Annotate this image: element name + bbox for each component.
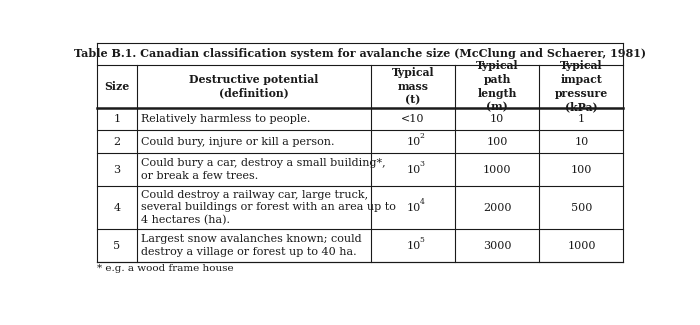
Text: <10: <10 [401,114,425,124]
Text: 3000: 3000 [483,240,512,251]
Text: Could bury a car, destroy a small building*,
or break a few trees.: Could bury a car, destroy a small buildi… [141,158,386,181]
Text: Could bury, injure or kill a person.: Could bury, injure or kill a person. [141,137,335,147]
Text: 1000: 1000 [567,240,596,251]
Text: 3: 3 [419,160,424,168]
Text: 100: 100 [570,164,592,175]
Text: 1000: 1000 [483,164,512,175]
Text: 4: 4 [419,198,424,206]
Text: 10: 10 [490,114,504,124]
Text: 5: 5 [419,236,424,244]
Text: 2: 2 [419,132,424,140]
Text: Largest snow avalanches known; could
destroy a village or forest up to 40 ha.: Largest snow avalanches known; could des… [141,234,362,257]
Text: 10: 10 [407,202,421,213]
Text: 3: 3 [113,164,120,175]
Text: 1: 1 [578,114,585,124]
Text: 2: 2 [113,137,120,147]
Text: 100: 100 [486,137,508,147]
Text: Could destroy a railway car, large truck,
several buildings or forest with an ar: Could destroy a railway car, large truck… [141,189,396,226]
Text: 1: 1 [113,114,120,124]
Text: 10: 10 [574,137,589,147]
Text: * e.g. a wood frame house: * e.g. a wood frame house [97,264,234,273]
Text: Typical
mass
(t): Typical mass (t) [392,67,434,106]
Text: Table B.1. Canadian classification system for avalanche size (McClung and Schaer: Table B.1. Canadian classification syste… [74,48,646,59]
Text: 5: 5 [113,240,120,251]
Text: 4: 4 [113,202,120,213]
Text: 2000: 2000 [483,202,512,213]
Text: 10: 10 [407,240,421,251]
Text: Typical
impact
pressure
(kPa): Typical impact pressure (kPa) [555,60,608,112]
Text: 10: 10 [407,164,421,175]
Text: Destructive potential
(definition): Destructive potential (definition) [189,74,318,99]
Text: Typical
path
length
(m): Typical path length (m) [476,60,519,112]
Text: Size: Size [104,81,130,92]
Text: 500: 500 [570,202,592,213]
Text: 10: 10 [407,137,421,147]
Text: Relatively harmless to people.: Relatively harmless to people. [141,114,310,124]
